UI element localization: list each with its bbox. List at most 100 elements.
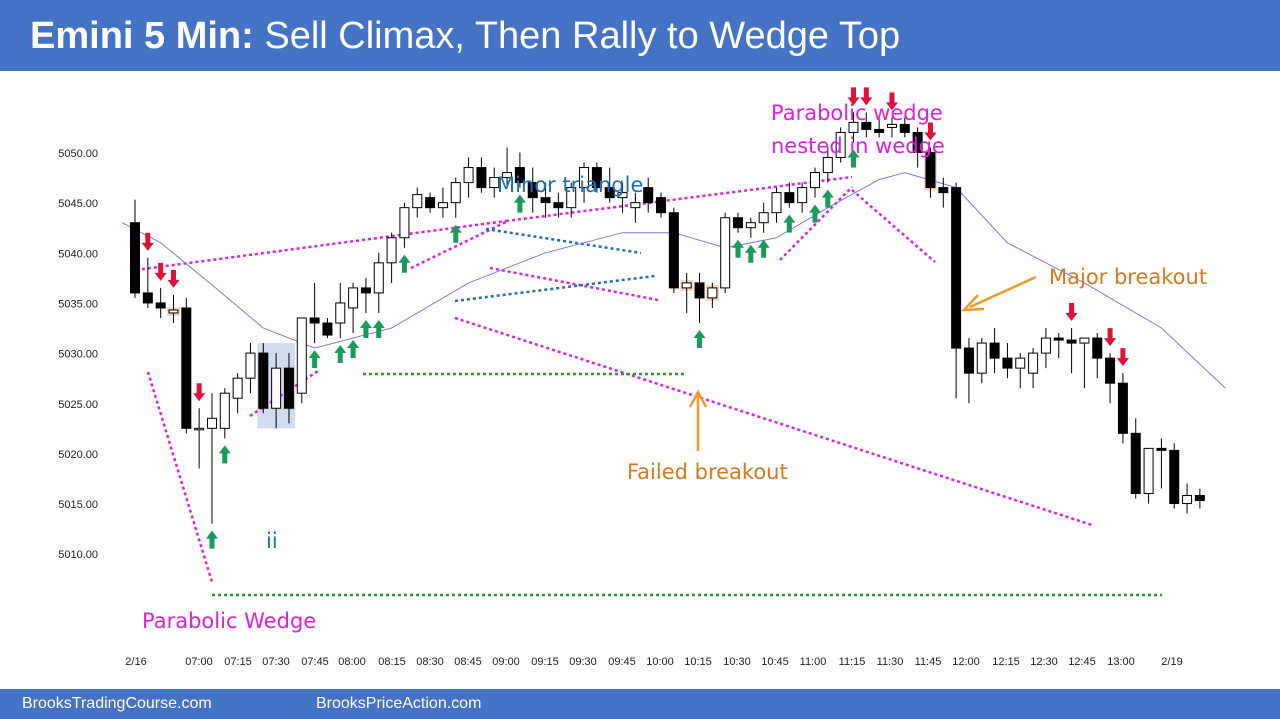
buy-arrow-icon xyxy=(205,530,218,549)
buy-arrow-icon xyxy=(334,345,347,364)
sell-arrow-icon xyxy=(1116,348,1129,367)
candlestick-chart: 5050.00 5045.00 5040.00 5035.00 5030.00 5025.… xyxy=(58,87,1226,668)
bear-candle xyxy=(142,292,153,304)
annotation-minor-triangle: Minor triangle xyxy=(497,173,643,197)
bear-candle xyxy=(1156,447,1167,451)
bull-candle xyxy=(617,192,628,199)
failed-breakout-arrow-head xyxy=(688,389,708,408)
bear-candle xyxy=(656,197,667,214)
bull-candle xyxy=(271,367,282,409)
bear-candle xyxy=(322,322,333,336)
annotation-parabolic-wedge-top: Parabolic wedge xyxy=(771,101,943,125)
bear-candle xyxy=(1053,337,1064,341)
buy-arrow-icon xyxy=(449,224,462,243)
buy-arrow-icon xyxy=(347,340,360,359)
bull-candle xyxy=(835,131,846,159)
bull-candle xyxy=(206,417,217,429)
bull-candle xyxy=(822,157,833,174)
bear-candle xyxy=(604,187,615,199)
page-title: Emini 5 Min: Sell Climax, Then Rally to … xyxy=(30,14,900,58)
wedge-bottom-line xyxy=(454,316,1093,527)
buy-arrow-icon xyxy=(783,214,796,233)
bear-candle xyxy=(784,192,795,204)
buy-arrow-icon xyxy=(218,445,231,464)
bear-candle xyxy=(861,121,872,130)
bull-candle xyxy=(809,172,820,189)
x-tick-label: 08:15 xyxy=(378,656,406,668)
x-tick-label: 12:15 xyxy=(992,656,1020,668)
x-axis-labels: 2/16 07:00 07:15 07:30 07:45 08:00 08:15 08:30 0… xyxy=(125,656,1182,668)
x-tick-label: 09:30 xyxy=(569,656,597,668)
sell-arrow-icon xyxy=(847,87,860,106)
bear-candle xyxy=(360,287,371,294)
bull-candle xyxy=(245,352,256,379)
footer-link-brookstradingcourse[interactable]: BrooksTradingCourse.com xyxy=(22,695,212,712)
bear-candle xyxy=(258,352,269,409)
bear-candle xyxy=(155,302,166,309)
bear-candle xyxy=(963,347,974,374)
x-tick-label: 2/16 xyxy=(125,656,146,668)
annotations: Minor triangle Parabolic wedge nested in… xyxy=(142,101,1207,633)
x-tick-label: 09:15 xyxy=(531,656,559,668)
bear-candle xyxy=(989,342,1000,359)
x-tick-label: 08:30 xyxy=(416,656,444,668)
buy-arrow-icon xyxy=(744,244,757,263)
x-tick-label: 10:15 xyxy=(684,656,712,668)
x-tick-label: 07:15 xyxy=(224,656,252,668)
buy-arrow-icon xyxy=(308,350,321,369)
x-tick-label: 12:30 xyxy=(1030,656,1058,668)
bear-candle xyxy=(912,131,923,153)
moving-average-line xyxy=(121,172,1226,389)
bear-candle xyxy=(874,128,885,133)
annotation-failed-breakout: Failed breakout xyxy=(627,460,788,484)
sell-arrow-icon xyxy=(924,122,937,141)
sell-arrow-icon xyxy=(860,87,873,106)
bear-candle xyxy=(925,152,936,189)
bull-candle xyxy=(630,202,641,209)
bear-candle xyxy=(514,167,525,184)
bull-candle xyxy=(386,237,397,264)
bull-candle xyxy=(348,287,359,309)
bear-candle xyxy=(527,182,538,199)
y-tick-label: 5045.00 xyxy=(58,198,98,210)
annotation-ii: ii xyxy=(266,529,278,553)
buy-arrow-icon xyxy=(372,319,385,338)
x-tick-label: 08:45 xyxy=(454,656,482,668)
buy-arrow-icon xyxy=(513,194,526,213)
x-tick-label: 11:00 xyxy=(800,656,827,668)
buy-arrow-icon xyxy=(808,204,821,223)
x-tick-label: 12:45 xyxy=(1068,656,1096,668)
x-tick-label: 07:00 xyxy=(185,656,213,668)
bear-candle xyxy=(694,282,705,299)
callout-arrows xyxy=(688,275,1037,451)
footer-link-brookspriceaction[interactable]: BrooksPriceAction.com xyxy=(316,695,482,712)
bear-candle xyxy=(1130,432,1141,495)
bear-candle xyxy=(553,202,564,209)
bull-candle xyxy=(579,167,590,189)
y-tick-label: 5010.00 xyxy=(58,549,98,561)
x-tick-label: 08:00 xyxy=(338,656,366,668)
annotation-parabolic-wedge-low: Parabolic Wedge xyxy=(142,609,316,633)
bull-candle xyxy=(168,309,179,314)
bear-candle xyxy=(733,217,744,229)
bull-candle xyxy=(373,262,384,294)
bear-candle xyxy=(1092,337,1103,359)
bear-candle xyxy=(938,187,949,194)
bull-candle xyxy=(758,212,769,224)
bear-candle xyxy=(540,197,551,204)
x-tick-label: 11:45 xyxy=(915,656,942,668)
bull-candle xyxy=(797,187,808,204)
y-tick-label: 5040.00 xyxy=(58,248,98,260)
bull-candle xyxy=(399,207,410,239)
x-tick-label: 10:30 xyxy=(723,656,751,668)
bull-candle xyxy=(489,177,500,189)
bear-candle xyxy=(283,367,294,409)
y-tick-label: 5035.00 xyxy=(58,298,98,310)
top-reversal-line xyxy=(851,189,936,263)
bull-candle xyxy=(437,202,448,209)
bull-candle xyxy=(848,121,859,133)
sell-arrow-icon xyxy=(1104,328,1117,347)
bear-candle xyxy=(1105,357,1116,384)
bull-candle xyxy=(450,182,461,204)
x-tick-label: 2/19 xyxy=(1161,656,1182,668)
